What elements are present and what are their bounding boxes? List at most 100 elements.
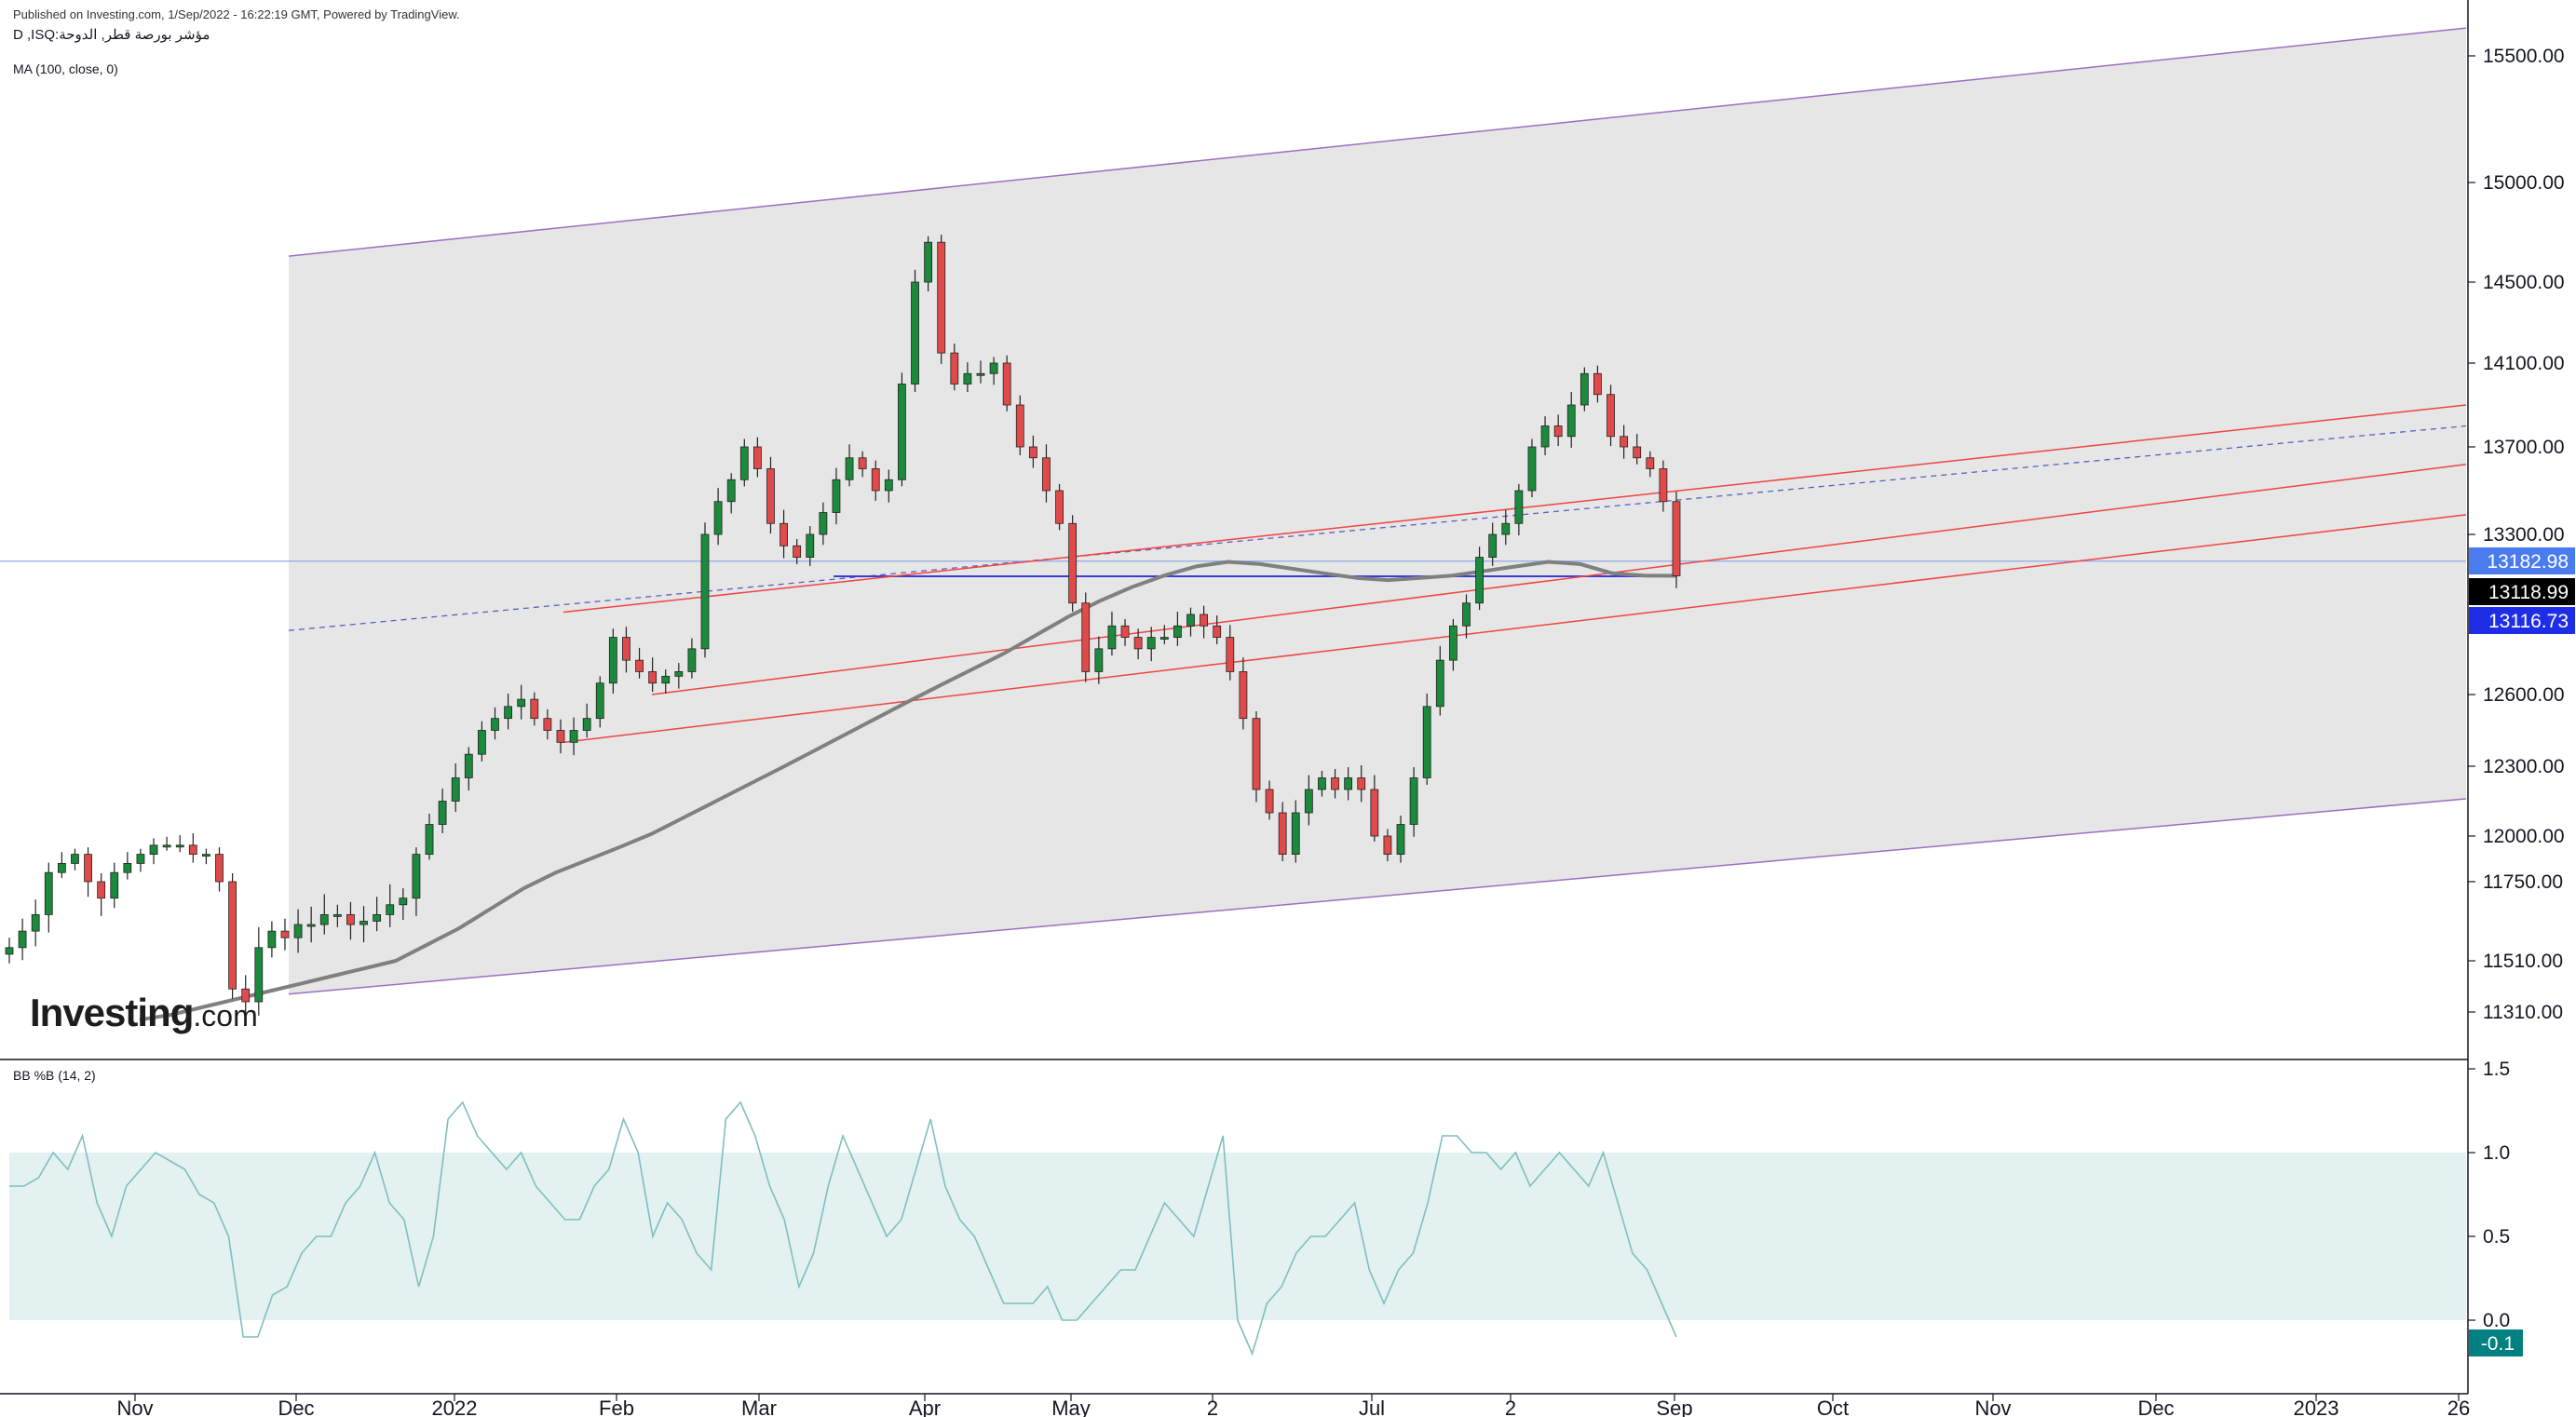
- candle-body: [1383, 835, 1392, 856]
- candle-body: [1252, 718, 1261, 790]
- candle-body: [687, 648, 697, 672]
- price-tick-label: 11510.00: [2483, 951, 2563, 972]
- candle-body: [858, 457, 867, 469]
- candle-body: [911, 281, 919, 385]
- candle-body: [319, 914, 329, 925]
- time-tick-label: 2022: [432, 1397, 478, 1417]
- candle-body: [373, 914, 382, 922]
- candle-body: [1265, 789, 1274, 814]
- candle-body: [18, 930, 27, 949]
- candle-body: [386, 904, 395, 915]
- price-tag-bg: [2469, 607, 2575, 634]
- candle-body: [739, 446, 749, 480]
- candle-body: [1055, 490, 1064, 524]
- candle-body: [884, 479, 893, 492]
- candle-body: [136, 854, 145, 864]
- candle-body: [1646, 457, 1655, 469]
- candle-body: [478, 730, 486, 755]
- regression-channel: [0, 27, 2467, 995]
- candle-body: [5, 947, 14, 955]
- candle-body: [1226, 637, 1235, 672]
- candle-body: [1633, 446, 1642, 459]
- candle-body: [425, 824, 434, 855]
- candle-body: [228, 881, 237, 990]
- candle-body: [1239, 671, 1248, 720]
- bb-band: [9, 1153, 2466, 1320]
- time-tick-label: Feb: [599, 1397, 634, 1417]
- candle-body: [1042, 457, 1051, 492]
- candle-body: [569, 730, 578, 743]
- candle-body: [1133, 637, 1143, 650]
- bb-tick-label: 0.5: [2483, 1226, 2510, 1248]
- candle-body: [752, 446, 762, 469]
- bb-value-label: -0.1: [2481, 1333, 2515, 1355]
- candle-body: [1291, 812, 1300, 855]
- candle-body: [845, 457, 854, 480]
- candle-body: [1462, 602, 1471, 627]
- logo-suffix: .com: [193, 999, 258, 1032]
- candle-body: [188, 844, 197, 855]
- candle-body: [1514, 490, 1524, 524]
- price-tag: 13118.99: [2469, 578, 2575, 605]
- candle-body: [1318, 777, 1326, 790]
- ma-line: [139, 560, 1677, 1022]
- candle-body: [84, 854, 92, 883]
- candle-body: [1553, 425, 1563, 438]
- candle-body: [1146, 637, 1156, 650]
- candle-body: [1448, 625, 1457, 661]
- candle-body: [504, 706, 512, 720]
- time-tick-label: 2023: [2294, 1397, 2339, 1417]
- candle-body: [1501, 522, 1511, 535]
- candle-body: [1396, 824, 1405, 855]
- price-tag: 13116.73: [2469, 607, 2575, 634]
- time-tick-label: Dec: [278, 1397, 314, 1417]
- bb-value-bg: [2469, 1329, 2523, 1356]
- candle-body: [1422, 706, 1431, 778]
- candle-body: [97, 881, 106, 899]
- price-tag-label: 13118.99: [2488, 582, 2569, 603]
- candle-body: [1607, 394, 1615, 438]
- candle-body: [280, 930, 290, 938]
- bb-legend: BB %B (14, 2): [13, 1068, 96, 1083]
- candle-body: [1593, 372, 1602, 396]
- time-tick-label: Oct: [1817, 1397, 1849, 1417]
- candle-body: [726, 479, 736, 503]
- candle-body: [202, 854, 210, 857]
- candle-body: [241, 988, 251, 1003]
- candle-body: [1186, 614, 1195, 627]
- candle-body: [1068, 522, 1078, 604]
- candle-body: [1200, 614, 1208, 627]
- candle-body: [31, 914, 40, 932]
- candle-body: [1435, 659, 1444, 708]
- time-tick-label: 2: [1505, 1397, 1516, 1417]
- candle-body: [175, 844, 184, 848]
- candle-body: [1002, 362, 1011, 406]
- candle-body: [1304, 789, 1313, 814]
- candle-body: [1672, 501, 1681, 576]
- candle-body: [1107, 625, 1117, 650]
- price-tick-label: 15500.00: [2483, 46, 2565, 67]
- candle-body: [898, 384, 906, 480]
- candle-body: [924, 241, 933, 283]
- candle-body: [464, 753, 473, 778]
- price-tick-label: 13700.00: [2483, 437, 2565, 458]
- candle-body: [293, 924, 303, 938]
- candle-body: [332, 914, 342, 917]
- candle-body: [346, 914, 355, 925]
- candle-body: [1579, 372, 1589, 406]
- price-tick-label: 13300.00: [2483, 524, 2565, 546]
- time-tick-label: Sep: [1656, 1397, 1692, 1417]
- channel-lower: [288, 798, 2467, 995]
- candle-body: [1488, 533, 1498, 558]
- candle-body: [989, 362, 998, 374]
- price-tag-label: 13182.98: [2487, 551, 2569, 573]
- candle-body: [1344, 777, 1353, 790]
- time-tick-label: Nov: [1974, 1397, 2011, 1417]
- candle-body: [819, 512, 828, 535]
- candle-body: [1120, 625, 1130, 638]
- bb-tick-label: 0.0: [2483, 1310, 2510, 1331]
- bb-tick-label: 1.0: [2483, 1142, 2510, 1164]
- ma-path: [139, 560, 1677, 1022]
- price-tick-label: 14500.00: [2483, 272, 2565, 293]
- price-tick-label: 12300.00: [2483, 756, 2565, 777]
